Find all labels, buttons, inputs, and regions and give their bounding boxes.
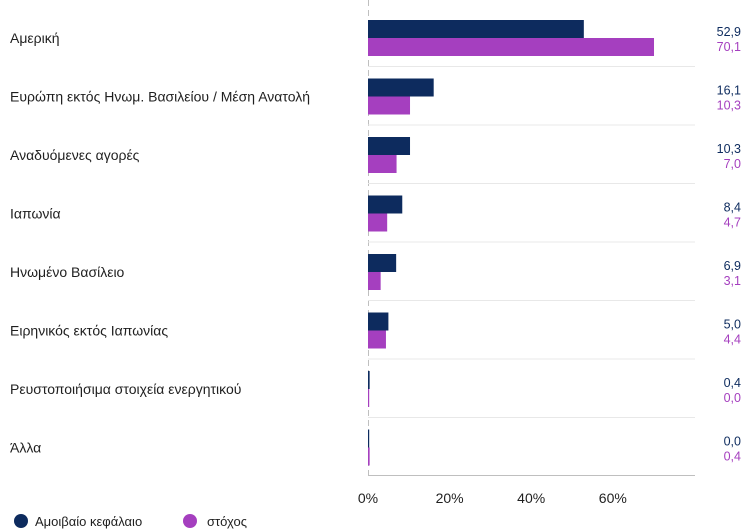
data-label: 5,0 bbox=[724, 318, 741, 332]
bar-fund bbox=[368, 254, 397, 272]
data-label: 4,4 bbox=[724, 333, 741, 347]
bar-target bbox=[368, 38, 655, 56]
bar-target bbox=[368, 96, 411, 115]
bar-target bbox=[368, 213, 388, 232]
bar-fund bbox=[368, 78, 434, 97]
legend-label: Αμοιβαίο κεφάλαιο bbox=[35, 514, 142, 529]
bar-target bbox=[368, 389, 370, 407]
data-label: 3,1 bbox=[724, 274, 741, 288]
category-label: Ρευστοποιήσιμα στοιχεία ενεργητικού bbox=[10, 381, 241, 397]
category-label: Ευρώπη εκτός Ηνωμ. Βασιλείου / Μέση Ανατ… bbox=[10, 89, 310, 105]
bar-target bbox=[368, 272, 381, 290]
category-label: Ειρηνικός εκτός Ιαπωνίας bbox=[10, 323, 168, 339]
data-label: 7,0 bbox=[724, 157, 741, 171]
bar-fund bbox=[368, 312, 389, 331]
bar-fund bbox=[368, 137, 411, 155]
category-label: Αναδυόμενες αγορές bbox=[10, 147, 140, 163]
data-label: 8,4 bbox=[724, 201, 741, 215]
x-tick-label: 40% bbox=[517, 490, 545, 506]
data-label: 6,9 bbox=[724, 259, 741, 273]
data-label: 4,7 bbox=[724, 216, 741, 230]
data-label: 10,3 bbox=[717, 99, 741, 113]
data-label: 52,9 bbox=[717, 25, 741, 39]
data-label: 16,1 bbox=[717, 84, 741, 98]
category-label: Ιαπωνία bbox=[10, 206, 61, 222]
legend-swatch bbox=[14, 514, 28, 528]
bar-fund bbox=[368, 195, 403, 214]
data-label: 0,0 bbox=[724, 435, 741, 449]
bar-target bbox=[368, 330, 386, 349]
data-label: 0,4 bbox=[724, 376, 741, 390]
bar-target bbox=[368, 155, 397, 173]
bar-fund bbox=[368, 20, 584, 38]
data-label: 10,3 bbox=[717, 142, 741, 156]
bar-fund bbox=[368, 371, 370, 389]
category-label: Άλλα bbox=[10, 440, 41, 456]
data-label: 70,1 bbox=[717, 40, 741, 54]
bar-fund bbox=[368, 429, 370, 448]
x-tick-label: 20% bbox=[436, 490, 464, 506]
legend: Αμοιβαίο κεφάλαιο στόχος bbox=[14, 514, 247, 529]
legend-swatch bbox=[183, 514, 197, 528]
x-tick-label: 0% bbox=[358, 490, 378, 506]
legend-label: στόχος bbox=[207, 514, 247, 529]
data-label: 0,0 bbox=[724, 391, 741, 405]
bar-target bbox=[368, 447, 370, 466]
data-label: 0,4 bbox=[724, 450, 741, 464]
category-label: Ηνωμένο Βασίλειο bbox=[10, 264, 125, 280]
x-tick-label: 60% bbox=[599, 490, 627, 506]
category-label: Αμερική bbox=[10, 30, 60, 46]
